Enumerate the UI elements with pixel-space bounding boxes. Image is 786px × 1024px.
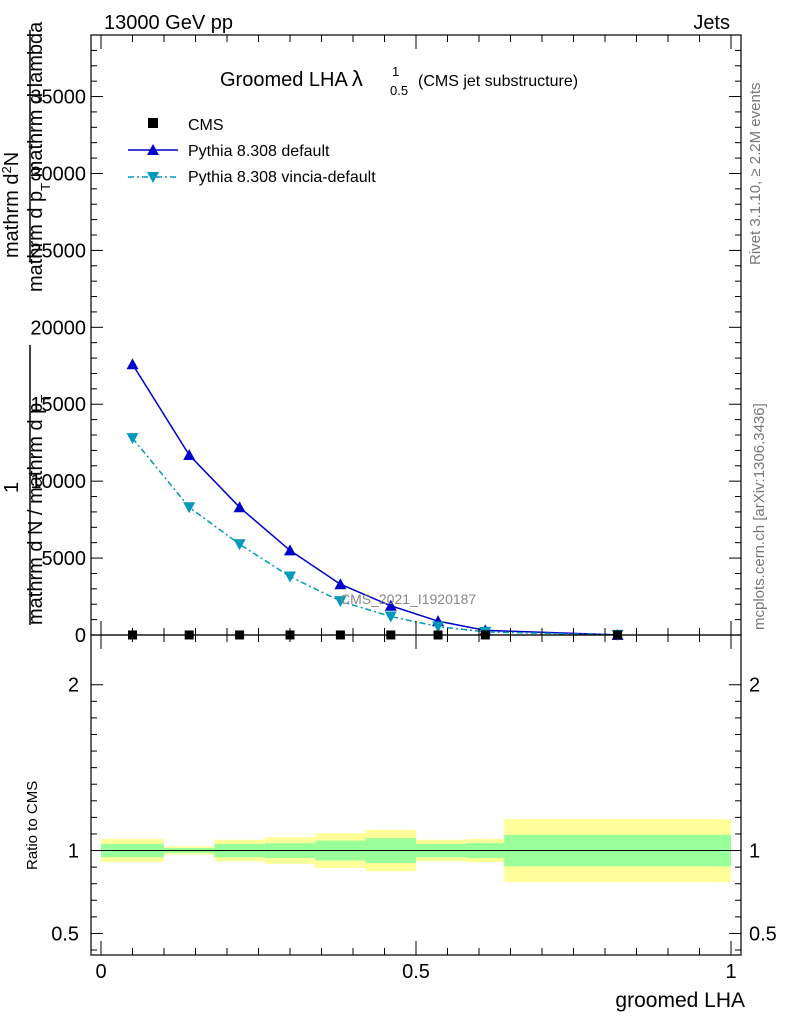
y-tick-label-main: 25000 [30,240,86,262]
pythia-default-point [233,501,246,513]
axis-ticks: 0 5000 10000 15000 20000 25000 30000 35000 0.5 0.… [30,34,777,983]
header-right: Jets [693,12,730,34]
y-tick-label-main: 5000 [42,548,87,570]
y-axis-label-main: mathrm d2N mathrm d pT mathrm d lambda 1… [0,21,53,625]
y-tick-label-main: 10000 [30,471,86,493]
legend-marker-cms [148,118,158,128]
pythia-default-point [384,599,397,611]
ratio-tick-label-left: 1 [68,841,79,863]
ratio-tick-label-right: 2 [749,675,760,697]
pythia-default-point [183,449,196,460]
title-main: Groomed LHA [220,69,348,91]
pythia-vincia-point [183,502,196,514]
ylabel-one: 1 [1,482,23,493]
x-axis-label: groomed LHA [615,989,745,1012]
pythia-vincia-point [432,621,445,633]
y-tick-label-main: 0 [75,625,86,647]
ratio-tick-label-left: 0.5 [51,923,79,945]
mcplots-label: mcplots.cern.ch [arXiv:1306.3436] [751,403,768,630]
legend-label-vincia: Pythia 8.308 vincia-default [188,169,376,186]
legend-label-cms: CMS [188,117,224,134]
pythia-vincia-point [233,539,246,551]
title-sup: 1 [392,64,399,79]
y-tick-label-main: 15000 [30,394,86,416]
pythia-vincia-point [284,571,296,583]
pythia-default-point [334,578,347,590]
pythia-default-point [126,358,139,370]
title-suffix: (CMS jet substructure) [418,73,578,90]
title-sub: 0.5 [390,83,408,98]
x-tick-label: 0.5 [402,961,430,983]
plot-title: Groomed LHA λ 1 0.5 (CMS jet substructure… [220,64,578,98]
header-left: 13000 GeV pp [104,12,233,34]
ratio-tick-label-right: 1 [749,841,760,863]
ratio-frame [90,634,742,956]
analysis-watermark: CMS_2021_I1920187 [340,591,476,607]
legend: CMS Pythia 8.308 default Pythia 8.308 vi… [128,117,376,186]
legend-marker-vincia [147,172,159,183]
y-axis-label-ratio: Ratio to CMS [24,781,41,870]
title-lambda: λ [352,66,363,91]
legend-label-default: Pythia 8.308 default [188,143,330,160]
pythia-default-point [284,544,296,556]
pythia-vincia-point [384,611,397,623]
x-tick-label: 1 [725,961,736,983]
ratio-tick-label-left: 2 [68,675,79,697]
y-tick-label-main: 30000 [30,163,86,185]
y-tick-label-main: 35000 [30,87,86,109]
ylabel-numerator: mathrm d2N [0,152,23,258]
x-tick-label: 0 [95,961,106,983]
ylabel-normalisation: mathrm d N / mathrm d pT [25,395,53,625]
rivet-label: Rivet 3.1.10, ≥ 2.2M events [747,83,764,266]
pythia-vincia-point [126,433,139,445]
ratio-tick-label-right: 0.5 [749,923,777,945]
pythia-vincia-point [334,596,347,608]
y-tick-label-main: 20000 [30,317,86,339]
legend-marker-default [147,144,159,155]
